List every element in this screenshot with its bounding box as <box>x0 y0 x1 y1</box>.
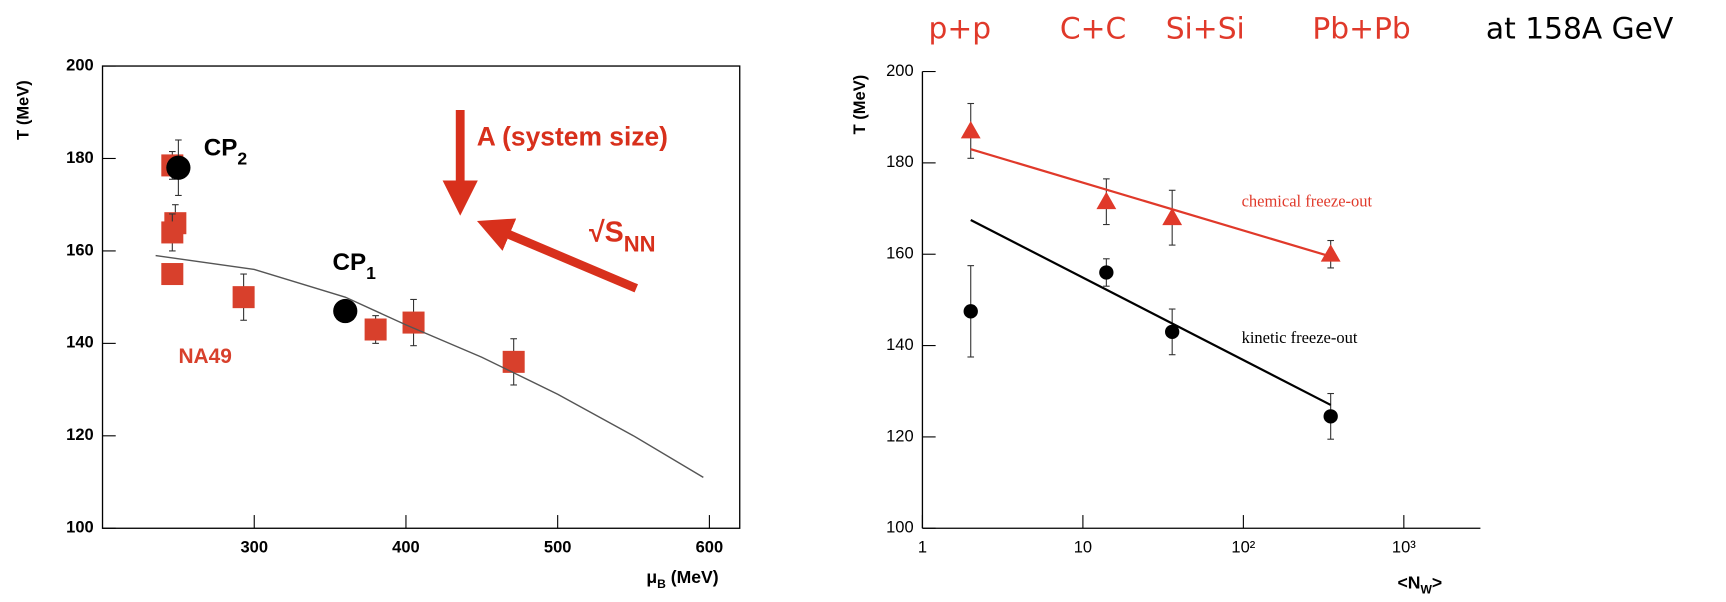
annotation-main: p+p <box>929 11 992 46</box>
x-tick-label: 10 <box>1074 538 1092 556</box>
annotation-sub: NN <box>624 232 656 257</box>
y-axis-label-main: T (MeV) <box>15 80 33 140</box>
x-axis-label: <NW> <box>1398 572 1443 597</box>
data-point <box>1099 265 1114 280</box>
y-tick-label: 120 <box>66 426 94 444</box>
annotation: √SNN <box>589 216 656 257</box>
y-axis-label: T (MeV) <box>851 75 869 135</box>
annotation: p+p <box>929 11 992 46</box>
x-axis-label-main: <N <box>1398 572 1421 592</box>
annotation: CP1 <box>333 250 377 283</box>
data-point <box>166 155 191 180</box>
y-tick-label: 140 <box>66 334 94 352</box>
x-tick-label: 400 <box>392 538 420 556</box>
annotation-main: CP <box>204 135 238 162</box>
data-point <box>963 304 978 319</box>
x-tick-label: 1 <box>918 538 927 556</box>
y-axis-label-main: T (MeV) <box>851 75 869 135</box>
annotation-main: C+C <box>1060 11 1126 46</box>
y-tick-label: 180 <box>66 149 94 167</box>
fit-line <box>970 148 1331 258</box>
x-axis-label-sub: W <box>1421 582 1433 596</box>
data-point <box>232 286 255 309</box>
data-point <box>364 318 387 341</box>
annotation: CP2 <box>204 135 248 168</box>
annotation-sub: 2 <box>237 148 247 168</box>
y-tick-label: 160 <box>886 245 914 263</box>
annotation: C+C <box>1060 11 1126 46</box>
annotation: A (system size) <box>477 122 668 152</box>
y-tick-label: 160 <box>66 241 94 259</box>
x-axis-label-tail: (MeV) <box>666 566 719 586</box>
x-tick-label: 300 <box>240 538 268 556</box>
annotation-main: at 158A GeV <box>1486 11 1674 46</box>
series-label: NA49 <box>178 345 231 368</box>
x-axis-label-sub: B <box>657 577 666 591</box>
x-tick-label: 600 <box>696 538 724 556</box>
annotation-main: Pb+Pb <box>1312 11 1410 46</box>
y-axis-label: T (MeV) <box>15 80 33 140</box>
data-point <box>161 263 184 286</box>
x-axis-label: μB (MeV) <box>646 566 718 591</box>
x-tick-label: 10³ <box>1392 538 1416 556</box>
annotation-sub: 1 <box>366 263 376 283</box>
data-point <box>333 298 358 324</box>
arrow-energy <box>476 218 639 293</box>
annotation: Pb+Pb <box>1312 11 1410 46</box>
y-tick-label: 100 <box>886 519 914 537</box>
y-tick-label: 180 <box>886 153 914 171</box>
data-point <box>161 221 184 244</box>
y-tick-label: 200 <box>66 56 94 74</box>
data-point <box>1096 191 1117 210</box>
data-point <box>502 350 525 373</box>
annotation-main: Si+Si <box>1166 11 1245 46</box>
x-axis-label-main: μ <box>646 566 657 586</box>
y-tick-label: 200 <box>886 62 914 80</box>
annotation-main: √S <box>589 216 624 248</box>
data-point <box>1162 207 1183 226</box>
y-tick-label: 140 <box>886 336 914 354</box>
annotation-main: CP <box>333 250 367 277</box>
fit-line <box>155 254 704 479</box>
data-point <box>960 121 981 139</box>
data-point <box>1165 324 1180 340</box>
x-tick-label: 10² <box>1231 538 1255 556</box>
data-point <box>1320 244 1341 262</box>
annotation: Si+Si <box>1166 11 1245 46</box>
plot-frame <box>101 65 741 529</box>
y-tick-label: 120 <box>886 427 914 445</box>
series-label: kinetic freeze-out <box>1242 328 1358 347</box>
series-label: chemical freeze-out <box>1242 191 1373 210</box>
x-tick-label: 500 <box>544 538 572 556</box>
data-point <box>1323 409 1338 424</box>
x-axis-label-tail: > <box>1432 572 1442 592</box>
data-point <box>402 311 425 334</box>
annotation-main: A (system size) <box>477 122 668 152</box>
annotation: at 158A GeV <box>1486 11 1674 46</box>
fit-line <box>970 218 1332 406</box>
y-tick-label: 100 <box>66 519 94 537</box>
